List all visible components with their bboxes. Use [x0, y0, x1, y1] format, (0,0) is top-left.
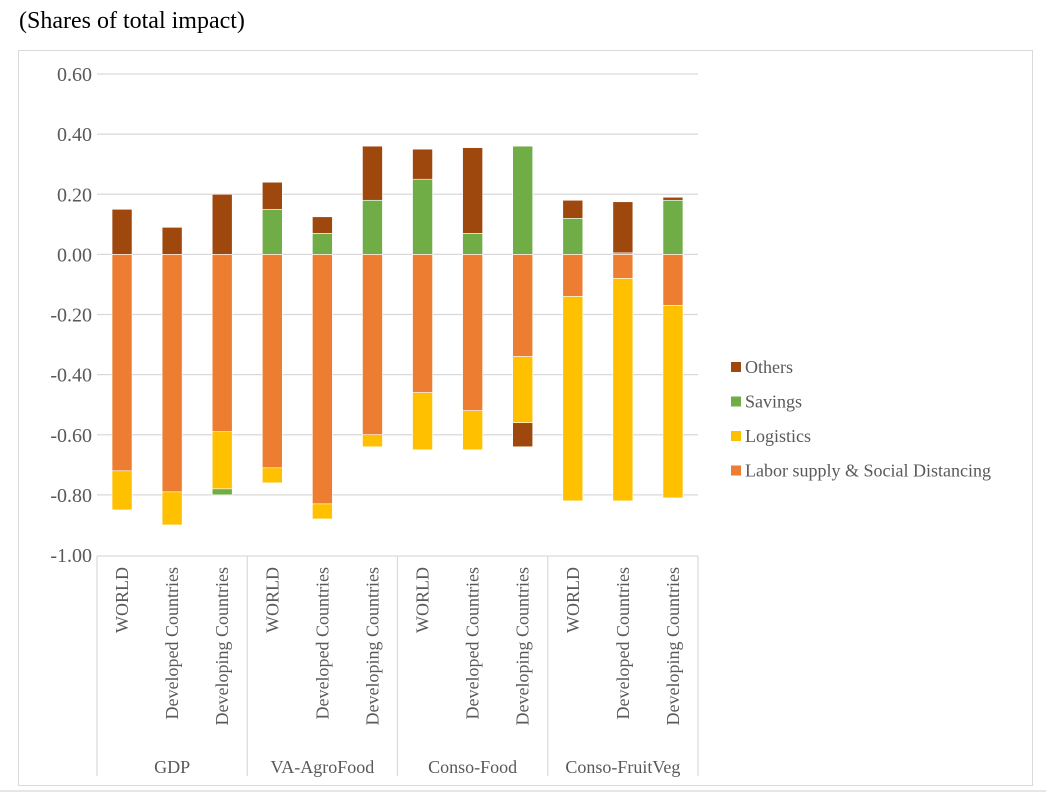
y-tick-label: 0.00 — [57, 244, 92, 266]
legend-label: Others — [745, 357, 793, 377]
bar-segment-others — [362, 145, 383, 201]
bar-segment-savings — [412, 178, 433, 255]
bar-segment-logistics — [412, 392, 433, 451]
x-category-label: Developing Countries — [513, 567, 533, 725]
x-category-label: Developed Countries — [312, 567, 332, 719]
bar-segment-others — [612, 201, 634, 254]
x-axis: WORLD Developed Countries Developing Count… — [96, 555, 699, 777]
y-tick-label: -1.00 — [50, 545, 92, 567]
x-group-label: Conso-FruitVeg — [565, 757, 680, 777]
bar-segment-logistics — [211, 431, 233, 490]
bar-segment-logistics — [161, 491, 183, 526]
bar-segment-logistics — [562, 296, 584, 502]
y-tick-label: 0.20 — [57, 184, 92, 206]
y-tick-label: -0.40 — [50, 365, 92, 387]
bar-segment-others — [662, 196, 684, 201]
bar-segment-logistics — [261, 467, 283, 484]
bar-segment-others — [211, 193, 233, 255]
gridlines — [97, 73, 698, 496]
page-divider — [0, 790, 1046, 792]
bar-segment-labor-supply-social-distancing — [312, 254, 333, 505]
bar-segment-logistics — [312, 503, 333, 520]
bar-segment-savings — [362, 199, 383, 255]
bar-segment-labor-supply-social-distancing — [161, 254, 183, 493]
bar-segment-others — [111, 208, 133, 255]
bar-segment-logistics — [111, 470, 133, 511]
y-tick-label: -0.80 — [50, 485, 92, 507]
bar-segment-logistics — [462, 410, 483, 451]
bar-segment-logistics — [512, 356, 534, 424]
x-category-label: Developed Countries — [613, 567, 633, 719]
bar-segment-labor-supply-social-distancing — [562, 254, 584, 297]
bars — [111, 145, 684, 526]
bar-segment-labor-supply-social-distancing — [261, 254, 283, 469]
bar-segment-logistics — [662, 305, 684, 499]
bar-segment-others — [512, 422, 534, 448]
x-category-label: WORLD — [563, 567, 583, 633]
bar-segment-others — [412, 148, 433, 180]
bar-segment-savings — [662, 199, 684, 255]
bar-segment-labor-supply-social-distancing — [111, 254, 133, 472]
legend-swatch — [731, 431, 741, 441]
bar-segment-logistics — [362, 434, 383, 448]
legend-swatch — [731, 362, 741, 372]
x-group-label: Conso-Food — [428, 757, 517, 777]
legend-swatch — [731, 396, 741, 407]
y-tick-label: 0.60 — [57, 64, 92, 86]
chart-frame — [18, 50, 1033, 786]
legend-label: Logistics — [745, 426, 811, 446]
bar-segment-logistics — [612, 278, 634, 502]
legend-swatch — [731, 465, 741, 476]
y-axis-tick-labels: 0.60 0.40 0.20 0.00 -0.20 -0.40 -0.60 -0.80 -1.0… — [50, 64, 92, 567]
bar-segment-labor-supply-social-distancing — [412, 254, 433, 393]
x-group-label: GDP — [154, 757, 190, 777]
x-category-label: Developing Countries — [212, 567, 232, 725]
bar-segment-others — [462, 147, 483, 234]
chart-subtitle: (Shares of total impact) — [19, 8, 245, 34]
legend-label: Savings — [745, 392, 802, 412]
x-category-label: WORLD — [413, 567, 433, 633]
bar-segment-labor-supply-social-distancing — [662, 254, 684, 306]
x-category-label: WORLD — [262, 567, 282, 633]
bar-segment-labor-supply-social-distancing — [462, 254, 483, 411]
bar-segment-others — [312, 216, 333, 234]
legend: Others Savings Logistics Labor supply & Soc… — [731, 357, 991, 481]
bar-segment-others — [261, 181, 283, 210]
x-group-label: VA-AgroFood — [271, 757, 375, 777]
bar-segment-savings — [312, 233, 333, 255]
bar-segment-labor-supply-social-distancing — [512, 254, 534, 357]
bar-segment-labor-supply-social-distancing — [362, 254, 383, 436]
x-category-label: Developed Countries — [463, 567, 483, 719]
y-tick-label: 0.40 — [57, 124, 92, 146]
bar-segment-labor-supply-social-distancing — [612, 254, 634, 279]
bar-segment-savings — [512, 145, 534, 255]
y-tick-label: -0.60 — [50, 425, 92, 447]
bar-segment-savings — [261, 208, 283, 255]
bar-segment-savings — [211, 488, 233, 496]
x-category-label: Developing Countries — [362, 567, 382, 725]
legend-label: Labor supply & Social Distancing — [745, 461, 991, 481]
y-tick-label: -0.20 — [50, 305, 92, 327]
bar-segment-savings — [462, 233, 483, 255]
x-category-label: Developed Countries — [162, 567, 182, 719]
x-category-label: WORLD — [112, 567, 132, 633]
bar-segment-savings — [562, 218, 584, 255]
bar-segment-labor-supply-social-distancing — [211, 254, 233, 433]
bar-segment-others — [161, 227, 183, 255]
x-category-label: Developing Countries — [663, 567, 683, 725]
bar-segment-others — [562, 199, 584, 219]
